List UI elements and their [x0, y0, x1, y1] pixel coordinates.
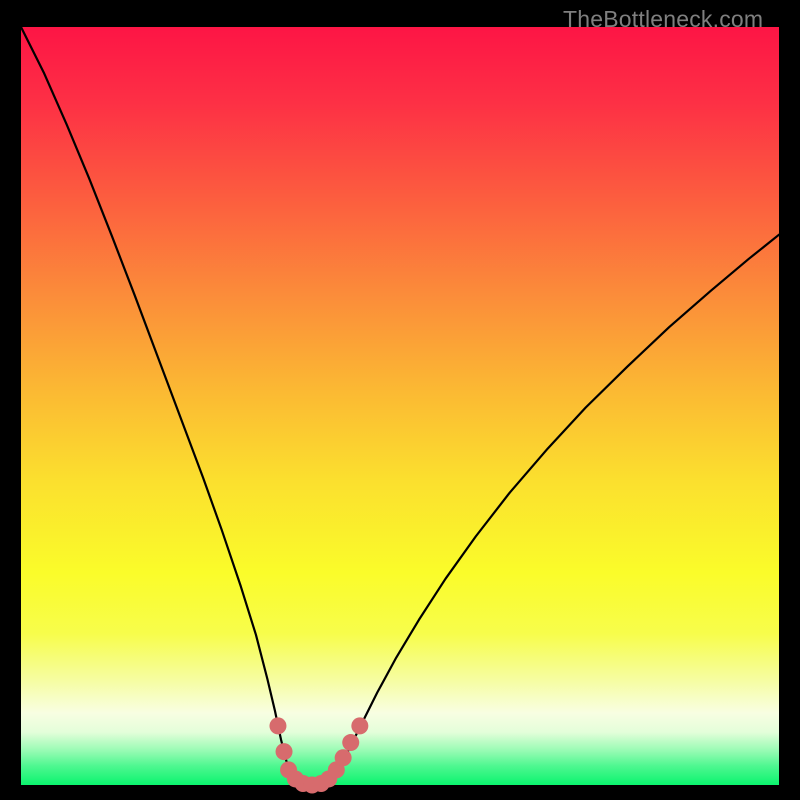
stage: TheBottleneck.com [0, 0, 800, 800]
watermark-text: TheBottleneck.com [563, 6, 763, 33]
trough-marker [269, 717, 286, 734]
trough-marker [276, 743, 293, 760]
bottleneck-curve [21, 27, 779, 785]
trough-marker-group [269, 717, 368, 793]
trough-marker [342, 734, 359, 751]
trough-marker [351, 717, 368, 734]
chart-overlay [0, 0, 800, 800]
trough-marker [335, 749, 352, 766]
